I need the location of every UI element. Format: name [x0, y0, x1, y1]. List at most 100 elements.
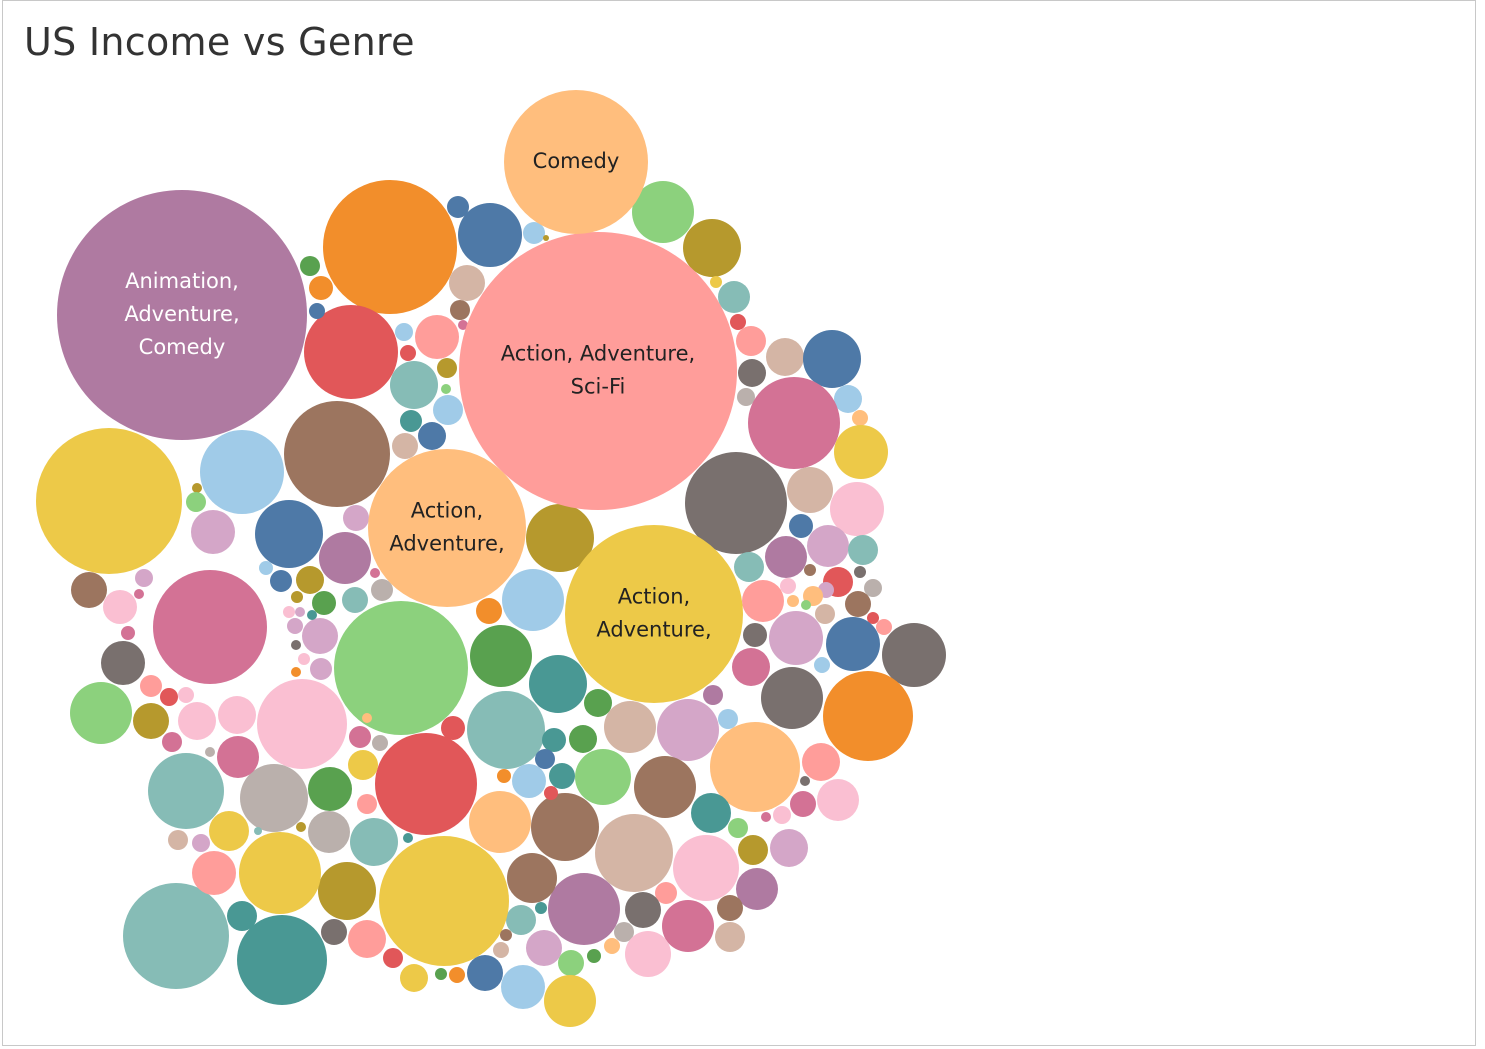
bubble[interactable]: [259, 561, 273, 575]
bubble[interactable]: [239, 832, 321, 914]
bubble[interactable]: [732, 648, 770, 686]
bubble[interactable]: [625, 892, 661, 928]
bubble[interactable]: [192, 483, 202, 493]
bubble[interactable]: [186, 492, 206, 512]
bubble[interactable]: [218, 696, 256, 734]
bubble[interactable]: [390, 361, 438, 409]
bubble[interactable]: [291, 667, 301, 677]
bubble[interactable]: [761, 812, 771, 822]
bubble[interactable]: [375, 733, 477, 835]
bubble[interactable]: [312, 591, 336, 615]
bubble[interactable]: [319, 532, 371, 584]
bubble-circle[interactable]: [504, 90, 648, 234]
bubble-circle[interactable]: [57, 190, 307, 440]
bubble[interactable]: [357, 794, 377, 814]
bubble[interactable]: [467, 955, 503, 991]
bubble[interactable]: [787, 595, 799, 607]
bubble[interactable]: [523, 222, 545, 244]
bubble[interactable]: [730, 314, 746, 330]
bubble[interactable]: [655, 882, 677, 904]
bubble[interactable]: [298, 653, 310, 665]
bubble[interactable]: [710, 722, 800, 812]
bubble[interactable]: [834, 425, 888, 479]
bubble[interactable]: [814, 657, 830, 673]
bubble[interactable]: [160, 688, 178, 706]
bubble-circle[interactable]: [368, 449, 526, 607]
bubble[interactable]: [761, 667, 823, 729]
bubble-circle[interactable]: [565, 525, 743, 703]
bubble[interactable]: [308, 767, 352, 811]
bubble[interactable]: [852, 410, 868, 426]
bubble[interactable]: [70, 682, 132, 744]
bubble[interactable]: [308, 811, 350, 853]
bubble[interactable]: [512, 764, 546, 798]
bubble[interactable]: [371, 579, 393, 601]
bubble[interactable]: [535, 749, 555, 769]
bubble[interactable]: [148, 753, 224, 829]
bubble[interactable]: [133, 703, 169, 739]
bubble[interactable]: [334, 601, 468, 735]
bubble[interactable]: [192, 834, 210, 852]
bubble[interactable]: [804, 564, 816, 576]
bubble[interactable]: [310, 658, 332, 680]
bubble[interactable]: [823, 671, 913, 761]
bubble[interactable]: [205, 747, 215, 757]
bubble[interactable]: [854, 566, 866, 578]
bubble-labeled[interactable]: Action, Adventure,: [565, 525, 743, 703]
bubble[interactable]: [295, 607, 305, 617]
bubble[interactable]: [673, 835, 739, 901]
bubble[interactable]: [191, 510, 235, 554]
bubble[interactable]: [800, 776, 810, 786]
bubble[interactable]: [435, 968, 447, 980]
bubble[interactable]: [662, 900, 714, 952]
bubble[interactable]: [549, 763, 575, 789]
bubble[interactable]: [458, 203, 522, 267]
bubble[interactable]: [255, 500, 323, 568]
bubble[interactable]: [343, 505, 369, 531]
bubble[interactable]: [415, 315, 459, 359]
bubble[interactable]: [500, 929, 512, 941]
bubble-labeled[interactable]: Action, Adventure,: [368, 449, 526, 607]
bubble[interactable]: [296, 822, 306, 832]
bubble[interactable]: [558, 950, 584, 976]
bubble[interactable]: [470, 625, 532, 687]
bubble[interactable]: [502, 569, 564, 631]
bubble[interactable]: [217, 736, 259, 778]
bubble[interactable]: [450, 300, 470, 320]
bubble[interactable]: [350, 818, 398, 866]
bubble[interactable]: [834, 385, 862, 413]
bubble[interactable]: [291, 591, 303, 603]
bubble[interactable]: [469, 791, 531, 853]
bubble[interactable]: [227, 901, 257, 931]
bubble[interactable]: [734, 552, 764, 582]
bubble[interactable]: [300, 256, 320, 276]
bubble[interactable]: [178, 687, 194, 703]
bubble[interactable]: [323, 180, 457, 314]
bubble[interactable]: [718, 709, 738, 729]
bubble[interactable]: [209, 811, 249, 851]
bubble[interactable]: [657, 699, 719, 761]
bubble[interactable]: [200, 430, 284, 514]
bubble[interactable]: [802, 743, 840, 781]
bubble[interactable]: [296, 566, 324, 594]
bubble[interactable]: [362, 713, 372, 723]
bubble[interactable]: [372, 735, 388, 751]
bubble[interactable]: [736, 326, 766, 356]
bubble[interactable]: [848, 535, 878, 565]
bubble[interactable]: [418, 422, 446, 450]
bubble[interactable]: [789, 514, 813, 538]
bubble[interactable]: [864, 579, 882, 597]
bubble[interactable]: [284, 401, 390, 507]
bubble[interactable]: [569, 725, 597, 753]
bubble[interactable]: [135, 569, 153, 587]
bubble[interactable]: [153, 570, 267, 684]
bubble[interactable]: [257, 679, 347, 769]
bubble[interactable]: [447, 196, 469, 218]
bubble[interactable]: [787, 467, 833, 513]
bubble[interactable]: [348, 920, 386, 958]
bubble[interactable]: [403, 833, 413, 843]
bubble[interactable]: [441, 716, 465, 740]
bubble[interactable]: [162, 732, 182, 752]
bubble[interactable]: [237, 915, 327, 1005]
bubble[interactable]: [307, 610, 317, 620]
